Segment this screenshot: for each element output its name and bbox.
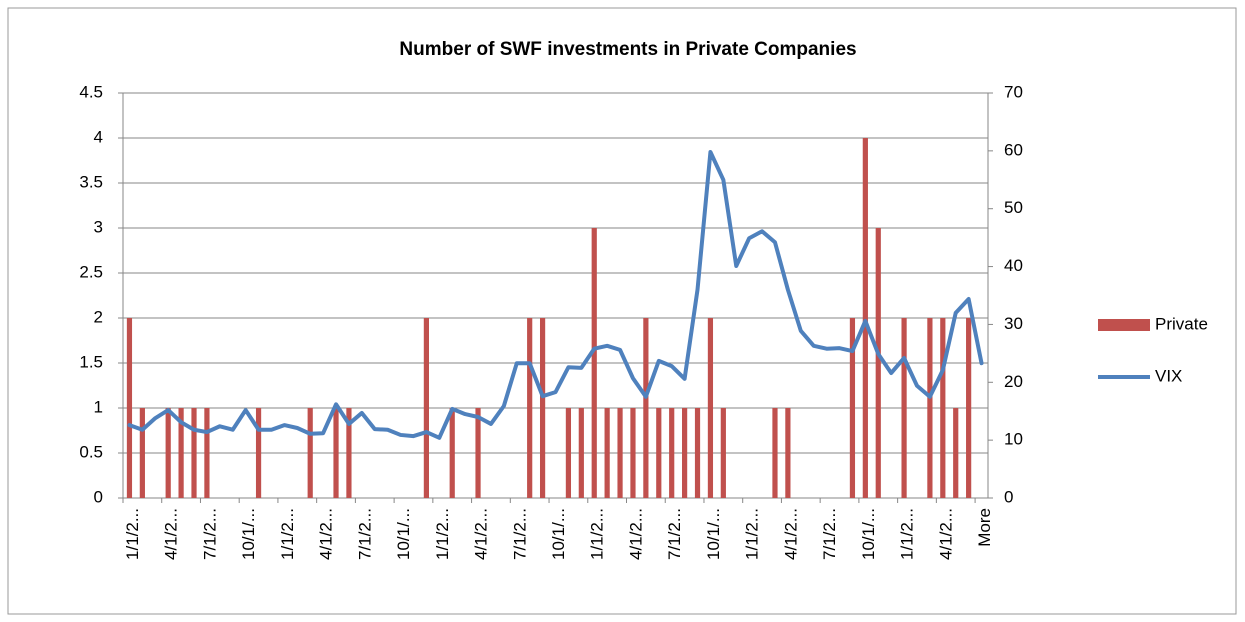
bar	[255, 408, 262, 498]
x-tick-label: 10/1/...	[394, 508, 413, 560]
y2-tick-label: 50	[1004, 198, 1023, 217]
x-tick-label: 10/1/...	[239, 508, 258, 560]
x-tick-label: 4/1/2...	[472, 508, 491, 560]
bar	[475, 408, 481, 498]
bar	[191, 408, 197, 498]
bar	[346, 408, 352, 498]
bar	[682, 408, 688, 498]
x-tick-label: 1/1/2...	[898, 508, 917, 560]
bar	[862, 138, 868, 498]
line	[127, 150, 984, 440]
y-tick-label: 0	[94, 487, 103, 506]
bar	[604, 408, 610, 498]
bar	[565, 408, 572, 498]
x-tick-label: 1/1/2...	[743, 508, 762, 560]
bar	[694, 408, 701, 498]
x-tick-label: 7/1/2...	[665, 508, 684, 560]
bar	[630, 408, 636, 498]
x-tick-label: 7/1/2...	[355, 508, 374, 560]
bar	[966, 318, 972, 498]
x-tick-label: 4/1/2...	[936, 508, 955, 560]
legend-label: Private	[1155, 314, 1208, 333]
y-tick-label: 3	[94, 217, 103, 236]
bar	[927, 318, 933, 498]
bar	[423, 318, 429, 498]
x-tick-label: 7/1/2...	[200, 508, 219, 560]
bar	[449, 408, 455, 498]
x-tick-label: 4/1/2...	[162, 508, 181, 560]
x-tick-label: 4/1/2...	[317, 508, 336, 560]
y2-tick-label: 30	[1004, 314, 1023, 333]
bar	[165, 408, 171, 498]
bar	[875, 228, 881, 498]
y2-tick-label: 70	[1004, 82, 1023, 101]
bar	[940, 318, 946, 498]
x-tick-label: 1/1/2...	[123, 508, 142, 560]
bar	[307, 408, 313, 498]
x-tick-label: 7/1/2...	[510, 508, 529, 560]
x-tick-label: 1/1/2...	[588, 508, 607, 560]
bar	[849, 318, 856, 498]
x-tick-label: 4/1/2...	[626, 508, 645, 560]
bar	[539, 318, 546, 498]
y-tick-label: 4	[94, 127, 103, 146]
y-tick-label: 1.5	[79, 352, 103, 371]
y2-tick-label: 40	[1004, 256, 1023, 275]
x-tick-label: 10/1/...	[549, 508, 568, 560]
bar	[669, 408, 675, 498]
bar	[139, 408, 145, 498]
bar	[126, 318, 133, 498]
y-tick-label: 2	[94, 307, 103, 326]
bar	[720, 408, 726, 498]
bar	[901, 318, 907, 498]
y2-tick-label: 60	[1004, 140, 1023, 159]
x-tick-label: 4/1/2...	[781, 508, 800, 560]
legend-swatch	[1098, 319, 1150, 331]
y-tick-label: 4.5	[79, 82, 103, 101]
x-tick-label: 1/1/2...	[433, 508, 452, 560]
y-tick-label: 0.5	[79, 442, 103, 461]
bar	[204, 408, 210, 498]
bar	[953, 408, 959, 498]
bar	[643, 318, 649, 498]
bar	[707, 318, 714, 498]
x-tick-label: 10/1/...	[859, 508, 878, 560]
bar	[333, 408, 339, 498]
bar	[178, 408, 184, 498]
y-tick-label: 1	[94, 397, 103, 416]
bar	[656, 408, 662, 498]
y2-tick-label: 10	[1004, 430, 1023, 449]
x-tick-label: More	[975, 508, 994, 547]
x-tick-label: 1/1/2...	[278, 508, 297, 560]
legend-label: VIX	[1155, 366, 1182, 385]
x-tick-label: 7/1/2...	[820, 508, 839, 560]
bar	[527, 318, 533, 498]
bar	[785, 408, 791, 498]
bar	[591, 228, 597, 498]
y-tick-label: 3.5	[79, 172, 103, 191]
chart-title: Number of SWF investments in Private Com…	[399, 39, 856, 60]
bar	[578, 408, 584, 498]
y2-tick-label: 20	[1004, 372, 1023, 391]
y2-tick-label: 0	[1004, 487, 1013, 506]
bar	[772, 408, 778, 498]
y-tick-label: 2.5	[79, 262, 103, 281]
x-tick-label: 10/1/...	[704, 508, 723, 560]
chart-frame	[7, 7, 1237, 615]
bar	[617, 408, 623, 498]
